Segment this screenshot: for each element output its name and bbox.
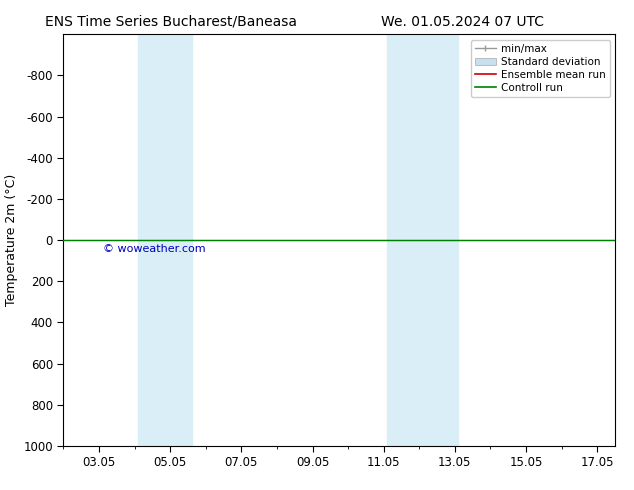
Bar [138,34,191,446]
Bar [387,34,458,446]
Text: © woweather.com: © woweather.com [103,245,205,254]
Text: We. 01.05.2024 07 UTC: We. 01.05.2024 07 UTC [381,15,545,29]
Y-axis label: Temperature 2m (°C): Temperature 2m (°C) [5,174,18,306]
Text: ENS Time Series Bucharest/Baneasa: ENS Time Series Bucharest/Baneasa [45,15,297,29]
Legend: min/max, Standard deviation, Ensemble mean run, Controll run: min/max, Standard deviation, Ensemble me… [470,40,610,97]
